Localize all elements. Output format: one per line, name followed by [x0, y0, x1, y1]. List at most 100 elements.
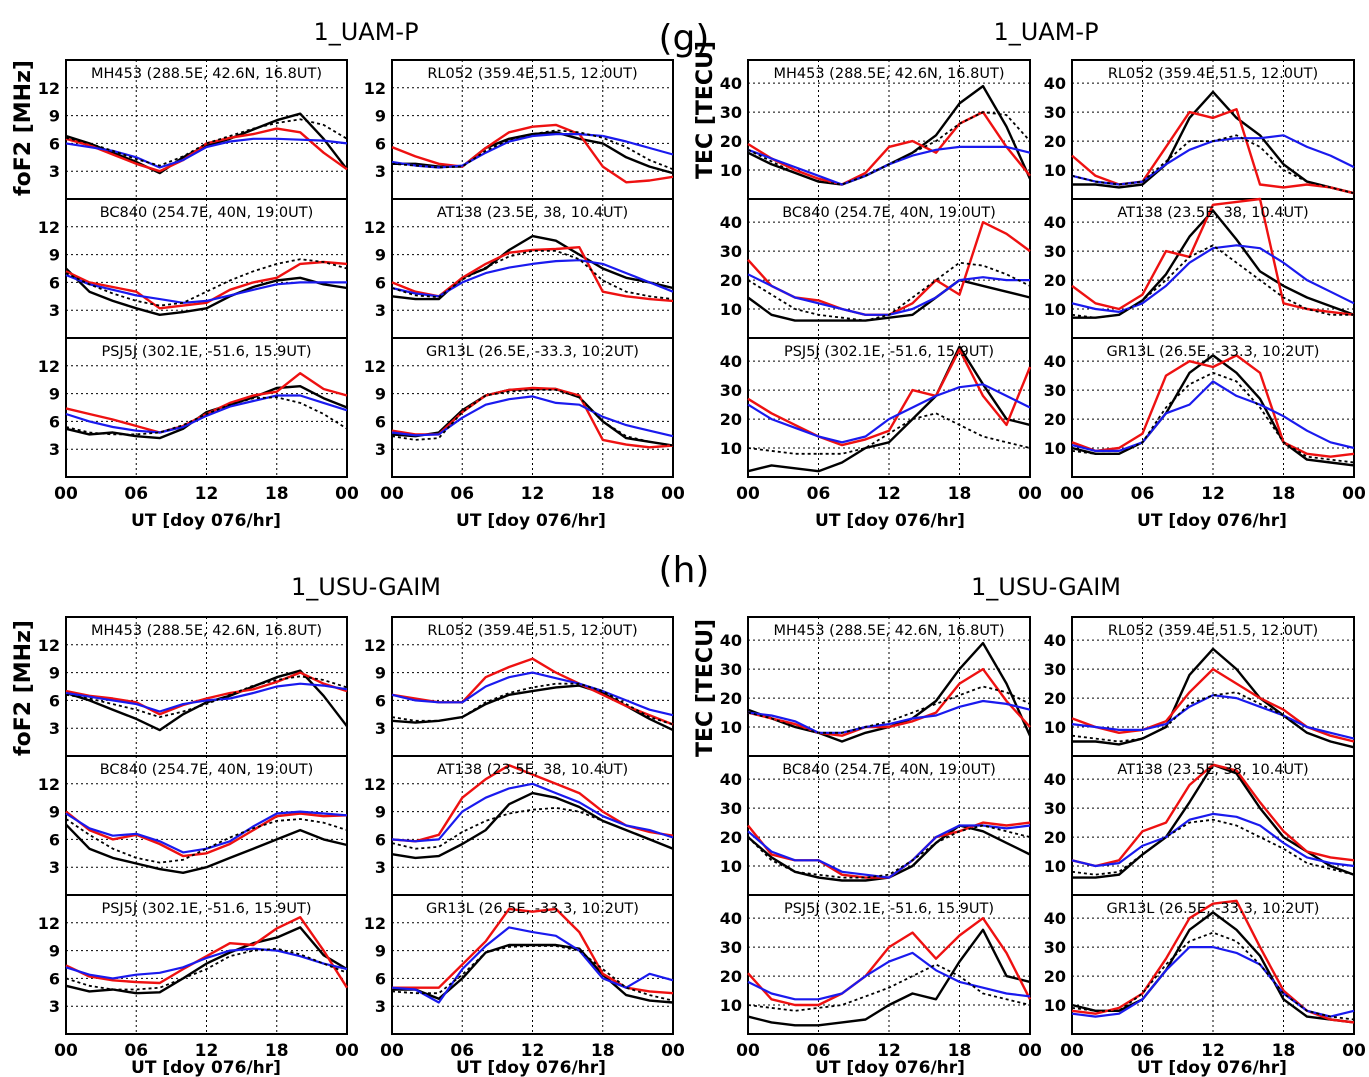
panel-h-TEC-GR13L: 10 20 30 40 00 06 12 18 00 GR13L (26.5E, -33.3, 1… [1044, 894, 1366, 1061]
series-line-4 [747, 111, 1031, 186]
series-line-3 [747, 383, 1031, 444]
series-line-3 [65, 947, 348, 980]
station-label: GR13L (26.5E, -33.3, 10.2UT) [1107, 901, 1320, 917]
series-line-2 [1071, 763, 1355, 868]
station-label: AT138 (23.5E, 38, 10.4UT) [437, 762, 628, 778]
y-tick-label: 10 [720, 300, 742, 319]
panel-h-TEC-AT138: 10 20 30 40 AT138 (23.5E, 38, 10.4UT) [1044, 755, 1355, 896]
series-line-4 [1071, 134, 1355, 195]
series-line-4 [65, 396, 348, 436]
y-tick-label: 12 [38, 218, 60, 237]
x-tick-label: 06 [450, 1041, 474, 1061]
y-tick-label: 10 [1044, 857, 1066, 876]
y-tick-label: 9 [375, 942, 386, 961]
y-tick-label: 9 [49, 664, 60, 683]
series-line-1 [65, 267, 348, 316]
y-tick-label: 30 [720, 938, 742, 957]
y-tick-label: 20 [1044, 828, 1066, 847]
series-line-4 [391, 389, 674, 447]
series-line-4 [1071, 691, 1355, 749]
y-tick-label: 3 [49, 440, 60, 459]
y-tick-label: 20 [720, 410, 742, 429]
station-label: PSJ5J (302.1E, -51.6, 15.9UT) [784, 344, 994, 360]
x-tick-label: 00 [1342, 484, 1366, 504]
y-tick-label: 12 [364, 914, 386, 933]
panel-h-foF2-PSJ5J: 3 6 9 12 00 06 12 18 00 PSJ5J (302.1E, -51.6, 15.… [38, 894, 359, 1061]
x-tick-label: 00 [661, 484, 685, 504]
xlabel-h-3: UT [doy 076/hr] [815, 1058, 965, 1077]
series-line-2 [747, 348, 1032, 447]
series-line-4 [1071, 371, 1355, 464]
panel-g-foF2-RL052: 3 6 9 12 RL052 (359.4E,51.5, 12.0UT) [364, 59, 674, 200]
series-line-3 [391, 133, 674, 169]
y-tick-label: 30 [1044, 242, 1066, 261]
xlabel-g-1: UT [doy 076/hr] [131, 511, 281, 531]
y-tick-label: 6 [375, 134, 386, 153]
y-tick-label: 6 [49, 830, 60, 849]
station-label: AT138 (23.5E, 38, 10.4UT) [1117, 762, 1308, 778]
y-tick-label: 20 [720, 271, 742, 290]
y-tick-label: 9 [375, 803, 386, 822]
series-line-2 [747, 667, 1031, 737]
panel-grid: 3 6 9 12 MH453 (288.5E, 42.6N, 16.8UT) 3 6 9 12 R… [38, 59, 1366, 1061]
x-tick-label: 18 [1272, 484, 1296, 504]
x-tick-label: 06 [807, 1041, 831, 1061]
y-tick-label: 10 [1044, 439, 1066, 458]
x-tick-label: 00 [54, 484, 78, 504]
x-tick-label: 00 [335, 484, 359, 504]
y-tick-label: 12 [364, 218, 386, 237]
y-tick-label: 6 [49, 691, 60, 710]
y-tick-label: 9 [49, 385, 60, 404]
ylabel-foF2-h: foF2 [MHz] [11, 620, 36, 756]
y-tick-label: 40 [1044, 213, 1066, 232]
panel-h-TEC-RL052: 10 20 30 40 RL052 (359.4E,51.5, 12.0UT) [1044, 616, 1355, 757]
station-label: RL052 (359.4E,51.5, 12.0UT) [427, 623, 637, 639]
ylabel-foF2-g: foF2 [MHz] [11, 60, 36, 196]
station-label: RL052 (359.4E,51.5, 12.0UT) [1108, 623, 1318, 639]
series-line-1 [1071, 911, 1355, 1024]
x-tick-label: 12 [1201, 484, 1225, 504]
y-tick-label: 30 [1044, 938, 1066, 957]
station-label: GR13L (26.5E, -33.3, 10.2UT) [426, 344, 639, 360]
x-tick-label: 12 [877, 1041, 901, 1061]
series-line-4 [65, 258, 348, 307]
series-line-1 [65, 669, 348, 732]
y-tick-label: 6 [375, 273, 386, 292]
y-tick-label: 3 [49, 858, 60, 877]
station-label: PSJ5J (302.1E, -51.6, 15.9UT) [101, 901, 311, 917]
y-tick-label: 40 [1044, 770, 1066, 789]
y-tick-label: 10 [720, 718, 742, 737]
x-tick-label: 12 [195, 484, 219, 504]
series-line-3 [391, 926, 674, 1004]
series-line-3 [65, 273, 347, 304]
x-tick-label: 12 [521, 1041, 545, 1061]
y-tick-label: 40 [720, 74, 742, 93]
y-tick-label: 30 [1044, 103, 1066, 122]
panel-h-TEC-MH453: 10 20 30 40 MH453 (288.5E, 42.6N, 16.8UT) [720, 616, 1032, 757]
panel-h-foF2-GR13L: 3 6 9 12 00 06 12 18 00 GR13L (26.5E, -33.3, 10.2… [364, 894, 685, 1061]
y-tick-label: 9 [375, 664, 386, 683]
y-tick-label: 20 [720, 967, 742, 986]
y-tick-label: 9 [49, 246, 60, 265]
y-tick-label: 6 [375, 969, 386, 988]
panel-label-h: (h) [659, 550, 710, 591]
panel-g-foF2-MH453: 3 6 9 12 MH453 (288.5E, 42.6N, 16.8UT) [38, 59, 348, 200]
y-tick-label: 40 [720, 909, 742, 928]
y-tick-label: 20 [1044, 689, 1066, 708]
series-line-3 [747, 951, 1031, 1001]
x-tick-label: 06 [807, 484, 831, 504]
series-line-1 [1072, 209, 1355, 319]
y-tick-label: 40 [720, 770, 742, 789]
y-tick-label: 6 [375, 412, 386, 431]
xlabel-h-1: UT [doy 076/hr] [131, 1058, 281, 1077]
y-tick-label: 3 [49, 301, 60, 320]
panel-g-TEC-AT138: 10 20 30 40 AT138 (23.5E, 38, 10.4UT) [1044, 197, 1355, 339]
y-tick-label: 20 [1044, 967, 1066, 986]
y-tick-label: 12 [364, 775, 386, 794]
x-tick-label: 00 [1018, 1041, 1042, 1061]
model-title-g-left: 1_UAM-P [313, 18, 418, 46]
station-label: MH453 (288.5E, 42.6N, 16.8UT) [91, 623, 322, 639]
ylabel-TEC-h: TEC [TECU] [693, 619, 718, 757]
y-tick-label: 12 [38, 636, 60, 655]
